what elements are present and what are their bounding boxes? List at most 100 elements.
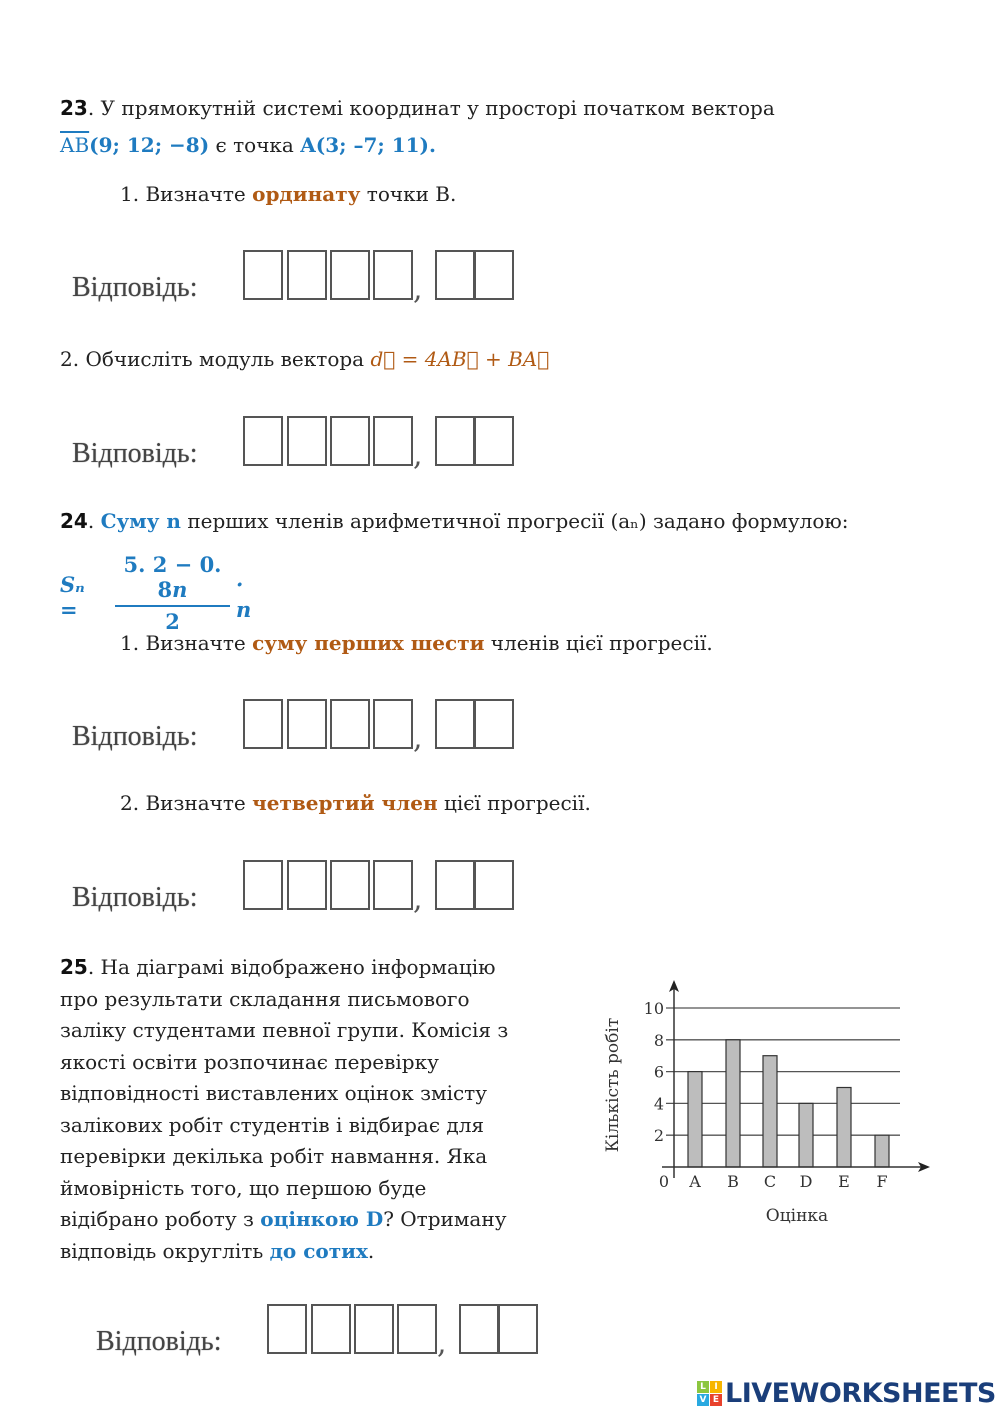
answer-digit-box[interactable] (474, 250, 514, 300)
text-bold: до сотих (269, 1238, 368, 1263)
q23-line2: AB(9; 12; −8) є точка A(3; –7; 11). (60, 133, 436, 157)
text-line: перевірки декілька робіт навмання. Яка (60, 1144, 488, 1168)
bar-A (687, 1070, 703, 1168)
bar-B (725, 1039, 741, 1168)
task-bold: суму перших шести (252, 631, 485, 655)
q24-task2: 2. Визначте четвертий член цієї прогресі… (120, 791, 591, 815)
answer-label: Відповідь: (72, 438, 198, 469)
origin-label: 0 (659, 1172, 669, 1191)
answer-digit-box[interactable] (397, 1304, 437, 1354)
x-tick-label: F (876, 1172, 887, 1191)
text-line: відібрано роботу з оцінкою D? Отриману (60, 1204, 580, 1236)
text-bold: оцінкою D (260, 1207, 384, 1231)
q23-mid: є точка (209, 133, 301, 157)
answer-digit-box[interactable] (459, 1304, 499, 1354)
text-line: залікових робіт студентів і відбирає для (60, 1112, 485, 1137)
bar-E (836, 1086, 852, 1168)
text-line: про результати складання письмового (60, 986, 470, 1011)
answer-digit-box[interactable] (330, 699, 370, 749)
bar-D (798, 1102, 814, 1168)
q24-task1: 1. Визначте суму перших шести членів ціє… (120, 631, 713, 655)
answer-digit-box[interactable] (498, 1304, 538, 1354)
answer-label: Відповідь: (72, 882, 198, 913)
x-axis-label: Оцінка (766, 1206, 828, 1226)
answer-digit-box[interactable] (243, 860, 283, 910)
answer-digit-box[interactable] (474, 699, 514, 749)
x-tick-label: A (688, 1172, 701, 1191)
answer-digit-box[interactable] (287, 699, 327, 749)
task-bold: четвертий член (252, 791, 438, 815)
task-post: точки B. (360, 182, 457, 206)
q24-intro: 24. Суму n перших членів арифметичної пр… (60, 509, 849, 533)
answer-digit-box[interactable] (287, 860, 327, 910)
answer-digit-box[interactable] (373, 699, 413, 749)
text-line: відповідь округліть до сотих. (60, 1236, 580, 1268)
q24-intro-text: перших членів арифметичної прогресії (aₙ… (180, 509, 849, 533)
task-post: членів цієї прогресії. (484, 631, 713, 655)
y-tick-label: 6 (654, 1063, 664, 1082)
decimal-comma: , (437, 1326, 447, 1361)
answer-digit-box[interactable] (267, 1304, 307, 1354)
task-post: цієї прогресії. (437, 791, 591, 815)
decimal-comma: , (413, 272, 423, 307)
x-axis-arrow (918, 1162, 930, 1172)
q23-task2: 2. Обчисліть модуль вектора d⃗ = 4AB⃗ + … (60, 347, 549, 371)
y-tick-label: 2 (654, 1126, 664, 1145)
answer-label: Відповідь: (72, 721, 198, 752)
y-tick-label: 4 (654, 1094, 664, 1113)
task-bold: ординату (252, 182, 361, 206)
logo-letter: E (710, 1394, 722, 1406)
q23-intro: 23. У прямокутній системі координат у пр… (60, 96, 775, 120)
answer-digit-box[interactable] (330, 416, 370, 466)
decimal-comma: , (413, 438, 423, 473)
answer-digit-box[interactable] (354, 1304, 394, 1354)
text-line: заліку студентами певної групи. Комісія … (60, 1018, 509, 1042)
answer-digit-box[interactable] (435, 416, 475, 466)
answer-digit-box[interactable] (435, 699, 475, 749)
bar-F (874, 1134, 890, 1168)
task-pre: 1. Визначте (120, 182, 253, 206)
decimal-comma: , (413, 721, 423, 756)
text-pre: відповідь округліть (60, 1238, 270, 1263)
answer-digit-box[interactable] (435, 250, 475, 300)
text-line: . На діаграмі відображено інформацію (87, 955, 496, 979)
answer-digit-box[interactable] (330, 860, 370, 910)
answer-label: Відповідь: (72, 272, 198, 303)
task-pre: 2. Визначте (120, 791, 253, 815)
formula-numerator: 5. 2 − 0. 8 (123, 552, 222, 602)
x-tick-label: B (727, 1172, 739, 1191)
text-post: ? Отриману (383, 1207, 507, 1231)
q25-number: 25 (60, 955, 88, 979)
answer-digit-box[interactable] (243, 416, 283, 466)
q24-bold: Суму n (100, 509, 181, 533)
formula-rhs: · n (236, 572, 252, 622)
decimal-comma: , (413, 882, 423, 917)
answer-digit-box[interactable] (435, 860, 475, 910)
answer-digit-box[interactable] (373, 416, 413, 466)
q23-number: 23 (60, 96, 88, 120)
text-line: відповідності виставлених оцінок змісту (60, 1081, 488, 1105)
q24-number: 24 (60, 509, 88, 533)
answer-digit-box[interactable] (474, 416, 514, 466)
answer-digit-box[interactable] (243, 250, 283, 300)
text-line: якості освіти розпочинає перевірку (60, 1049, 439, 1074)
text-line: ймовірність того, що першою буде (60, 1175, 427, 1200)
x-tick-label: C (764, 1172, 776, 1191)
answer-digit-box[interactable] (330, 250, 370, 300)
vector-ab: AB (60, 133, 90, 157)
answer-digit-box[interactable] (474, 860, 514, 910)
answer-digit-box[interactable] (373, 860, 413, 910)
answer-digit-box[interactable] (243, 699, 283, 749)
y-axis-label: Кількість робіт (603, 1018, 623, 1153)
q25-text: 25. На діаграмі відображено інформацію п… (60, 952, 580, 1267)
answer-digit-box[interactable] (287, 250, 327, 300)
text-pre: відібрано роботу з (60, 1207, 261, 1231)
answer-digit-box[interactable] (373, 250, 413, 300)
logo-letter: V (697, 1394, 709, 1406)
answer-digit-box[interactable] (311, 1304, 351, 1354)
vector-formula: d⃗ = 4AB⃗ + BA⃗ (370, 347, 550, 371)
answer-digit-box[interactable] (287, 416, 327, 466)
